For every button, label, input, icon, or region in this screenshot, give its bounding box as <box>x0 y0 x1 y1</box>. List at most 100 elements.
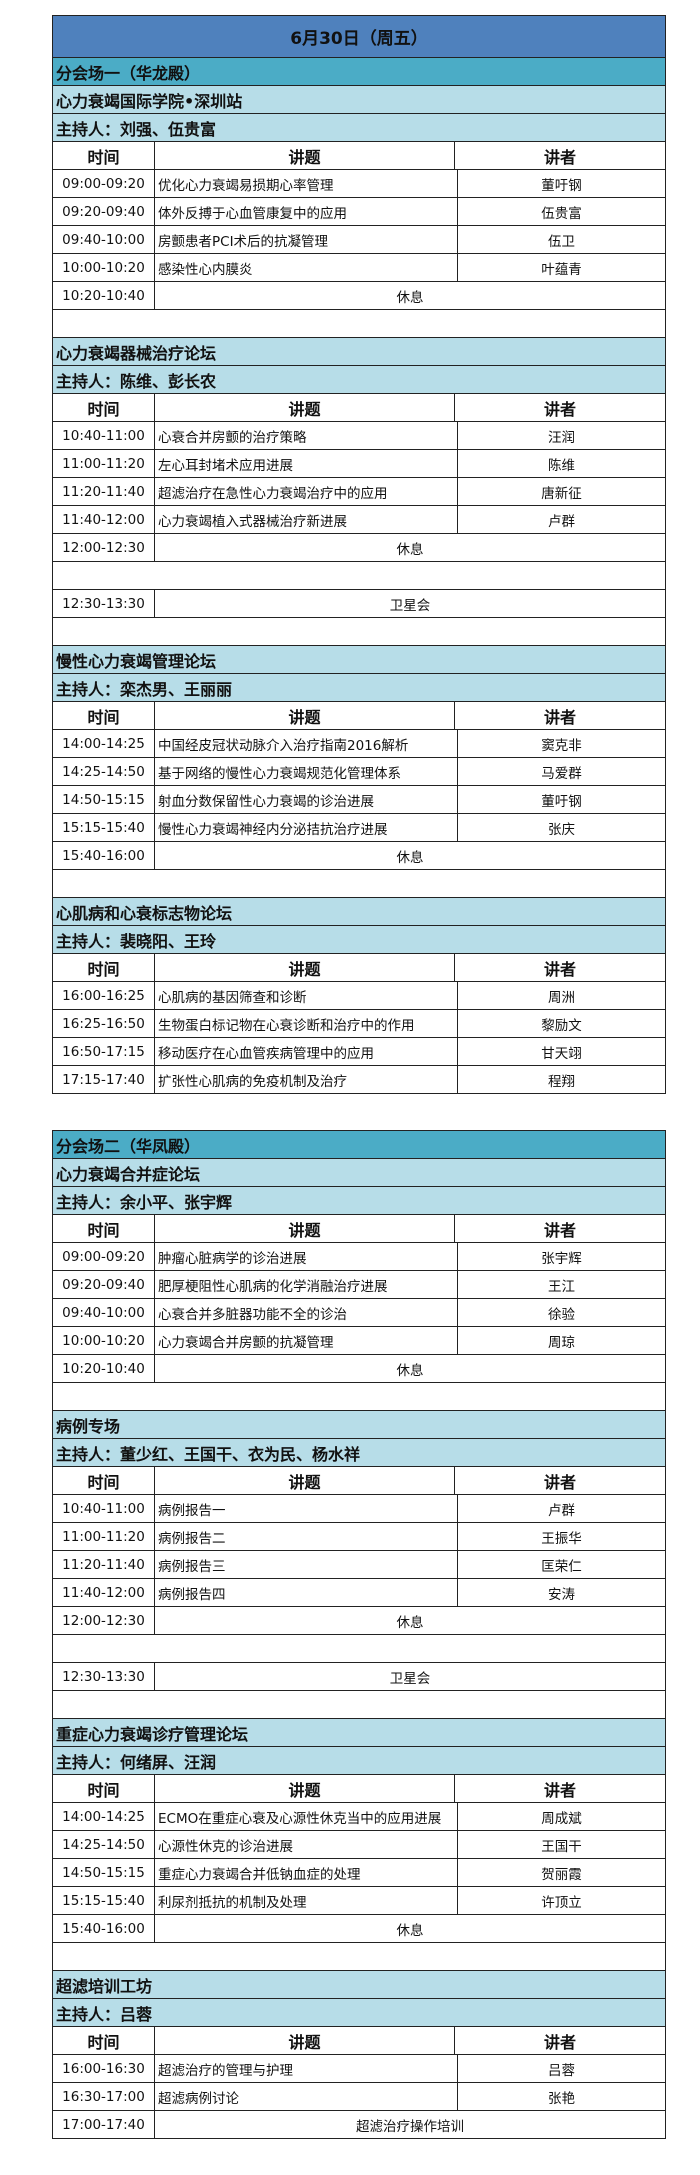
venue-section: 分会场二（华凤殿） 心力衰竭合并症论坛 主持人：余小平、张宇辉 时间 讲题 讲者 09:00… <box>52 1130 666 2139</box>
blank-row <box>53 870 665 898</box>
session-speaker: 卢群 <box>548 1502 575 1519</box>
header-time: 时间 <box>53 2027 155 2054</box>
table-row: 14:50-15:15 射血分数保留性心力衰竭的诊治进展 董吁钢 <box>53 786 665 814</box>
session-topic: 房颤患者PCI术后的抗凝管理 <box>155 226 458 253</box>
header-speaker: 讲者 <box>543 1220 576 1240</box>
table-row: 14:25-14:50 心源性休克的诊治进展 王国干 <box>53 1831 665 1859</box>
session-topic: 优化心力衰竭易损期心率管理 <box>155 170 458 197</box>
session-speaker: 王江 <box>548 1278 575 1295</box>
session-topic: 病例报告二 <box>155 1523 458 1550</box>
session-speaker: 程翔 <box>548 1073 575 1090</box>
session-time: 09:00-09:20 <box>53 1243 155 1270</box>
table-row: 14:00-14:25 ECMO在重症心衰及心源性休克当中的应用进展 周成斌 <box>53 1803 665 1831</box>
table-row: 15:40-16:00 休息 <box>53 842 665 870</box>
session-speaker: 叶蕴青 <box>541 261 582 278</box>
session-time: 15:15-15:40 <box>53 814 155 841</box>
table-row: 15:40-16:00 休息 <box>53 1915 665 1943</box>
session-time: 16:00-16:25 <box>53 982 155 1009</box>
session-topic: 超滤治疗在急性心力衰竭治疗中的应用 <box>155 478 458 505</box>
blank-row <box>53 1635 665 1663</box>
session-time: 16:30-17:00 <box>53 2083 155 2110</box>
session-activity: 休息 <box>396 289 424 306</box>
forum-host: 主持人：董少红、王国干、衣为民、杨水祥 <box>53 1439 665 1467</box>
session-time: 12:30-13:30 <box>53 1663 155 1690</box>
header-topic: 讲题 <box>155 142 455 169</box>
session-time: 11:00-11:20 <box>53 1523 155 1550</box>
session-time: 10:20-10:40 <box>53 282 155 309</box>
table-row: 12:00-12:30 休息 <box>53 534 665 562</box>
blank-row <box>53 1691 665 1719</box>
session-speaker: 窦克非 <box>541 737 582 754</box>
session-activity: 休息 <box>396 1614 424 1631</box>
forum-title: 心肌病和心衰标志物论坛 <box>53 898 665 926</box>
table-row: 17:15-17:40 扩张性心肌病的免疫机制及治疗 程翔 <box>53 1066 665 1094</box>
session-topic: 扩张性心肌病的免疫机制及治疗 <box>155 1066 458 1093</box>
header-time: 时间 <box>53 142 155 169</box>
session-time: 10:20-10:40 <box>53 1355 155 1382</box>
venue-name: 分会场二（华凤殿） <box>53 1131 665 1159</box>
venue-name: 分会场一（华龙殿） <box>53 58 665 86</box>
session-speaker: 王振华 <box>541 1530 582 1547</box>
column-header-row: 时间 讲题 讲者 <box>53 954 665 982</box>
session-activity: 卫星会 <box>389 597 431 614</box>
session-time: 14:25-14:50 <box>53 1831 155 1858</box>
session-topic: 慢性心力衰竭神经内分泌拮抗治疗进展 <box>155 814 458 841</box>
table-row: 16:00-16:25 心肌病的基因筛查和诊断 周洲 <box>53 982 665 1010</box>
forum-title: 病例专场 <box>53 1411 665 1439</box>
table-row: 09:40-10:00 房颤患者PCI术后的抗凝管理 伍卫 <box>53 226 665 254</box>
session-topic: 基于网络的慢性心力衰竭规范化管理体系 <box>155 758 458 785</box>
session-topic: 肥厚梗阻性心肌病的化学消融治疗进展 <box>155 1271 458 1298</box>
session-time: 11:20-11:40 <box>53 1551 155 1578</box>
blank-row <box>53 618 665 646</box>
table-row: 15:15-15:40 利尿剂抵抗的机制及处理 许顶立 <box>53 1887 665 1915</box>
header-speaker: 讲者 <box>543 399 576 419</box>
blank-row <box>53 310 665 338</box>
session-speaker: 甘天翊 <box>541 1045 582 1062</box>
table-row: 10:00-10:20 心力衰竭合并房颤的抗凝管理 周琼 <box>53 1327 665 1355</box>
table-row: 16:25-16:50 生物蛋白标记物在心衰诊断和治疗中的作用 黎励文 <box>53 1010 665 1038</box>
column-header-row: 时间 讲题 讲者 <box>53 1775 665 1803</box>
header-speaker: 讲者 <box>543 707 576 727</box>
session-speaker: 吕蓉 <box>548 2062 575 2079</box>
session-speaker: 马爱群 <box>541 765 582 782</box>
forum-host: 主持人：陈维、彭长农 <box>53 366 665 394</box>
header-topic: 讲题 <box>155 1775 455 1802</box>
session-activity: 休息 <box>396 541 424 558</box>
table-row: 09:20-09:40 肥厚梗阻性心肌病的化学消融治疗进展 王江 <box>53 1271 665 1299</box>
blank-row <box>53 562 665 590</box>
session-time: 12:30-13:30 <box>53 590 155 617</box>
session-time: 14:00-14:25 <box>53 730 155 757</box>
session-activity: 休息 <box>396 849 424 866</box>
session-time: 10:00-10:20 <box>53 1327 155 1354</box>
session-topic: 移动医疗在心血管疾病管理中的应用 <box>155 1038 458 1065</box>
table-row: 12:30-13:30 卫星会 <box>53 1663 665 1691</box>
session-time: 17:00-17:40 <box>53 2111 155 2138</box>
session-time: 15:15-15:40 <box>53 1887 155 1914</box>
table-row: 10:40-11:00 病例报告一 卢群 <box>53 1495 665 1523</box>
forum-title: 心力衰竭国际学院•深圳站 <box>53 86 665 114</box>
forum-host: 主持人：裴晓阳、王玲 <box>53 926 665 954</box>
table-row: 16:00-16:30 超滤治疗的管理与护理 吕蓉 <box>53 2055 665 2083</box>
header-topic: 讲题 <box>155 394 455 421</box>
table-row: 11:40-12:00 心力衰竭植入式器械治疗新进展 卢群 <box>53 506 665 534</box>
table-row: 09:20-09:40 体外反搏于心血管康复中的应用 伍贵富 <box>53 198 665 226</box>
table-row: 09:00-09:20 肿瘤心脏病学的诊治进展 张宇辉 <box>53 1243 665 1271</box>
session-speaker: 许顶立 <box>541 1894 582 1911</box>
session-time: 15:40-16:00 <box>53 842 155 869</box>
session-speaker: 徐验 <box>548 1306 575 1323</box>
session-time: 16:00-16:30 <box>53 2055 155 2082</box>
session-speaker: 贺丽霞 <box>541 1866 582 1883</box>
session-topic: 心力衰竭合并房颤的抗凝管理 <box>155 1327 458 1354</box>
session-topic: 心衰合并多脏器功能不全的诊治 <box>155 1299 458 1326</box>
forum-title: 心力衰竭器械治疗论坛 <box>53 338 665 366</box>
session-time: 11:20-11:40 <box>53 478 155 505</box>
header-time: 时间 <box>53 702 155 729</box>
blank-row <box>53 1943 665 1971</box>
session-activity: 休息 <box>396 1362 424 1379</box>
table-row: 11:00-11:20 左心耳封堵术应用进展 陈维 <box>53 450 665 478</box>
session-topic: 心衰合并房颤的治疗策略 <box>155 422 458 449</box>
table-row: 16:50-17:15 移动医疗在心血管疾病管理中的应用 甘天翊 <box>53 1038 665 1066</box>
table-row: 10:20-10:40 休息 <box>53 1355 665 1383</box>
session-topic: 病例报告三 <box>155 1551 458 1578</box>
forum-host: 主持人：栾杰男、王丽丽 <box>53 674 665 702</box>
